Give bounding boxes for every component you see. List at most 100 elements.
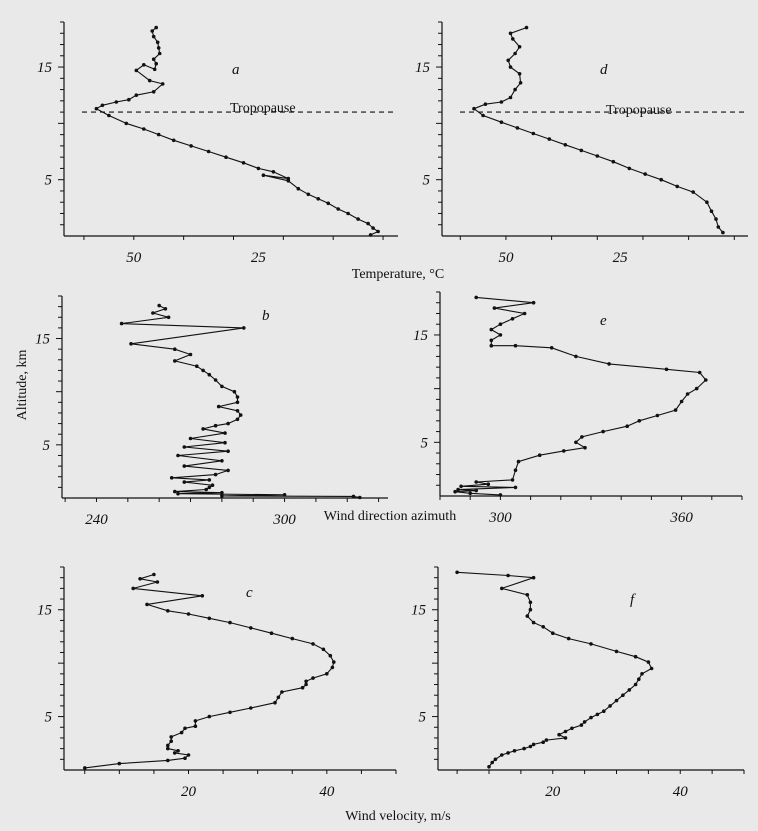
profile-point — [207, 372, 212, 377]
profile-point — [562, 449, 566, 453]
profile-point — [169, 476, 174, 480]
x-tick-label: 240 — [85, 512, 108, 528]
panel-f: 5 15 20 40 f — [411, 566, 745, 800]
profile-point — [376, 229, 380, 234]
profile-point — [371, 226, 375, 230]
profile-point — [166, 609, 170, 613]
profile-point — [518, 81, 523, 85]
profile-point — [100, 103, 105, 108]
profile-point — [531, 742, 536, 747]
profile-point — [306, 192, 311, 197]
profile-point — [579, 148, 584, 153]
profile-point — [210, 483, 215, 488]
profile-point — [176, 453, 180, 458]
profile-point — [173, 489, 177, 494]
profile-point — [627, 166, 632, 171]
profile-point — [511, 37, 515, 41]
profile-point — [557, 732, 561, 737]
profile-point — [117, 761, 122, 766]
profile-point — [551, 631, 555, 635]
profile-point — [627, 688, 632, 692]
profile-point — [489, 343, 494, 348]
y-tick-label: 15 — [37, 60, 53, 76]
profile-point — [119, 321, 124, 326]
profile-point — [223, 431, 227, 435]
profile-point — [249, 626, 253, 630]
profile-point — [290, 636, 295, 641]
profile-point — [633, 682, 638, 687]
y-tick-label: 15 — [411, 603, 427, 619]
profile-point — [516, 459, 521, 464]
profile-point — [474, 295, 479, 300]
profile-point — [193, 724, 198, 728]
profile-point — [332, 660, 336, 664]
profile-point — [173, 347, 177, 352]
profile-point — [228, 620, 232, 625]
profile-point — [697, 370, 702, 375]
profile-point — [679, 399, 684, 404]
profile-point — [147, 78, 152, 83]
profile-point — [156, 132, 161, 137]
profile-point — [213, 472, 218, 477]
profile-point — [166, 746, 170, 751]
profile-point — [549, 346, 554, 350]
profile-point — [235, 409, 240, 413]
profile-point — [220, 459, 224, 463]
profile-point — [705, 200, 709, 204]
profile-point — [336, 207, 341, 211]
profile-point — [188, 352, 193, 357]
profile-point — [326, 201, 331, 206]
x-tick-label: 300 — [488, 510, 512, 526]
profile-point — [500, 586, 504, 591]
profile-point — [182, 464, 187, 468]
profile-point — [150, 29, 154, 33]
profile-point — [235, 417, 240, 422]
profile-point — [522, 746, 526, 751]
profile-point — [579, 723, 584, 727]
profile-point — [346, 211, 350, 216]
profile-point — [528, 607, 533, 612]
profile-point — [269, 631, 274, 635]
profile-point — [241, 161, 246, 165]
profile-point — [223, 440, 227, 445]
profile-point — [483, 102, 488, 106]
profile-point — [186, 612, 191, 616]
profile-point — [583, 445, 587, 450]
panel-letter-a: a — [232, 62, 240, 78]
x-tick-label: 360 — [669, 510, 693, 526]
profile-point — [563, 729, 568, 734]
profile-point — [643, 172, 647, 176]
profile-point — [220, 494, 224, 498]
profile-point — [517, 45, 522, 49]
profile-point — [531, 620, 536, 625]
profile-point — [595, 712, 600, 717]
profile-point — [640, 672, 644, 676]
profile-point — [356, 217, 360, 221]
profile-point — [570, 726, 574, 731]
profile-point — [127, 97, 131, 102]
profile-point — [714, 217, 718, 221]
profile-point — [506, 58, 511, 63]
profile-point — [614, 649, 619, 654]
tropopause-label: Tropopause — [230, 101, 296, 116]
profile-point — [242, 326, 246, 330]
profile-point — [200, 594, 205, 598]
profile-point — [704, 378, 708, 382]
profile-point — [304, 679, 308, 684]
profile-point — [232, 389, 237, 394]
profile-point — [673, 408, 678, 412]
profile-point — [487, 765, 491, 769]
profile-point — [276, 695, 281, 700]
profile-point — [489, 338, 494, 343]
profile-point — [157, 51, 162, 56]
y-tick-label: 5 — [43, 438, 51, 454]
profile-point — [311, 642, 315, 646]
profile-point — [220, 384, 224, 389]
profile-point — [256, 166, 261, 171]
profile-point — [321, 647, 326, 652]
tropopause-label: Tropopause — [606, 103, 672, 118]
profile-point — [472, 106, 476, 111]
x-tick-label: 50 — [498, 250, 514, 266]
